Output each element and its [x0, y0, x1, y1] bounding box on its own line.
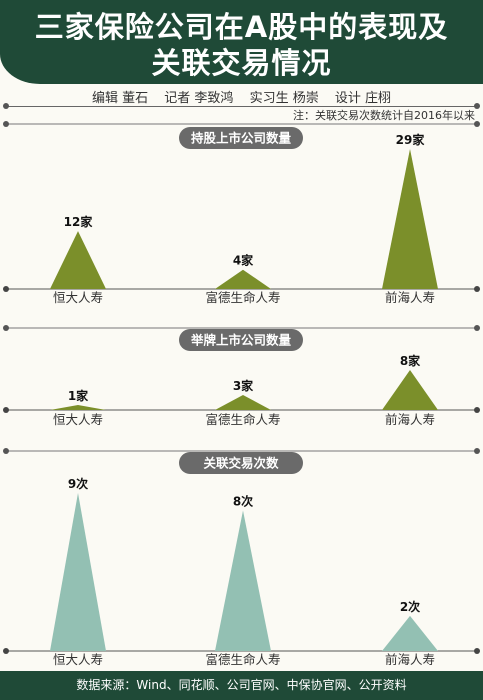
- value-label: 12家: [64, 214, 94, 229]
- value-label: 2次: [400, 599, 420, 614]
- data-note: 注：关联交易次数统计自2016年以来: [293, 109, 475, 122]
- value-label: 4家: [233, 253, 254, 268]
- category-label: 富德生命人寿: [205, 412, 280, 427]
- baseline-dot: [474, 407, 480, 413]
- credit-designer: 设计 庄栩: [334, 91, 391, 106]
- triangle-bar: [382, 615, 438, 651]
- header-banner: 三家保险公司在A股中的表现及 关联交易情况: [0, 0, 483, 84]
- category-label: 富德生命人寿: [205, 290, 280, 305]
- page-title-line-2: 关联交易情况: [151, 46, 332, 80]
- triangle-bar: [50, 493, 106, 651]
- credit-editor: 编辑 董石: [92, 91, 149, 106]
- value-label: 29家: [396, 132, 426, 147]
- triangle-bar: [215, 510, 271, 651]
- credit-reporter: 记者 李致鸿: [164, 91, 234, 106]
- baseline-dot: [3, 648, 9, 654]
- value-label: 8家: [400, 353, 421, 368]
- triangle-bar: [382, 370, 438, 410]
- separator-dot: [3, 325, 9, 331]
- charts-canvas: 持股上市公司数量12家恒大人寿4家富德生命人寿29家前海人寿举牌上市公司数量1家…: [3, 121, 480, 667]
- category-label: 前海人寿: [385, 412, 435, 427]
- triangle-bar: [50, 405, 106, 410]
- category-label: 前海人寿: [385, 290, 435, 305]
- category-label: 前海人寿: [385, 652, 435, 667]
- divider-dot-left: [3, 103, 9, 109]
- data-source-footer: 数据来源：Wind、同花顺、公司官网、中保协官网、公开资料: [0, 671, 483, 700]
- triangle-bar: [215, 395, 271, 410]
- category-label: 恒大人寿: [53, 290, 103, 305]
- page-title-line-1: 三家保险公司在A股中的表现及: [34, 10, 449, 44]
- triangle-bar: [215, 269, 271, 289]
- baseline-dot: [3, 286, 9, 292]
- category-label: 恒大人寿: [53, 652, 103, 667]
- credit-intern: 实习生 杨崇: [249, 91, 319, 106]
- separator-dot: [3, 448, 9, 454]
- separator-dot: [474, 121, 480, 127]
- triangle-bar: [382, 149, 438, 289]
- value-label: 9次: [68, 476, 88, 491]
- baseline-dot: [3, 407, 9, 413]
- section-title-pill: [179, 329, 303, 351]
- header-divider: [6, 106, 477, 107]
- separator-dot: [3, 121, 9, 127]
- section-title: 关联交易次数: [203, 456, 279, 471]
- triangle-bar: [50, 231, 106, 289]
- value-label: 1家: [68, 388, 89, 403]
- section-title-pill: [179, 127, 303, 149]
- separator-dot: [474, 448, 480, 454]
- section-title: 举牌上市公司数量: [190, 333, 292, 348]
- separator-dot: [474, 325, 480, 331]
- credits-line: 编辑 董石 记者 李致鸿 实习生 杨崇 设计 庄栩: [0, 87, 483, 106]
- section-title-pill: [179, 452, 303, 474]
- section-title: 持股上市公司数量: [191, 131, 292, 146]
- value-label: 8次: [233, 494, 253, 509]
- divider-dot-right: [474, 103, 480, 109]
- baseline-dot: [474, 648, 480, 654]
- category-label: 富德生命人寿: [205, 652, 280, 667]
- category-label: 恒大人寿: [53, 412, 103, 427]
- baseline-dot: [474, 286, 480, 292]
- value-label: 3家: [233, 378, 254, 393]
